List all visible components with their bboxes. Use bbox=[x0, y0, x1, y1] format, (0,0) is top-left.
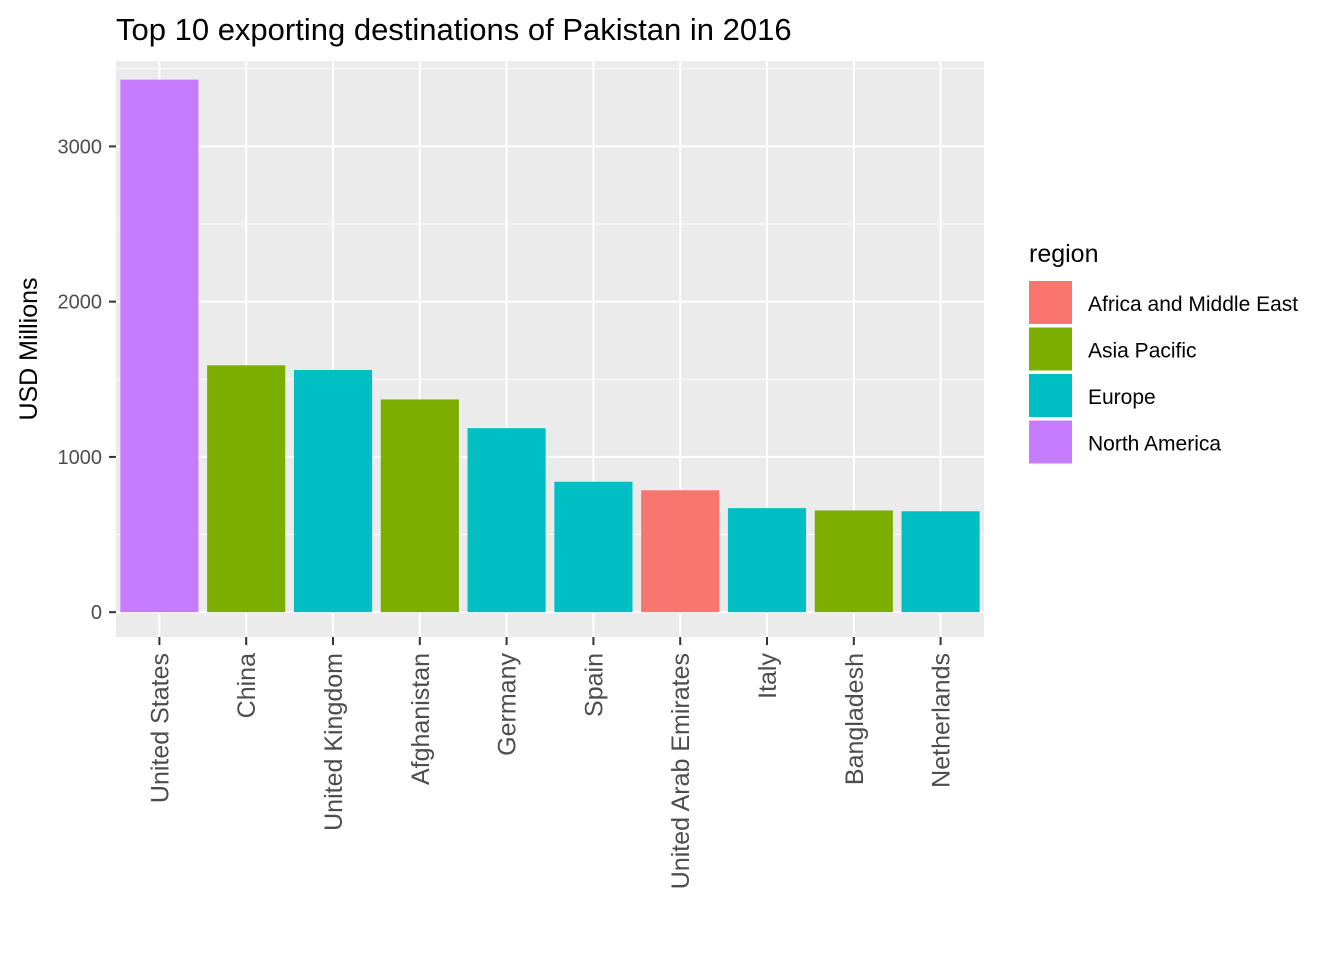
x-tick-label: Netherlands bbox=[928, 653, 956, 788]
bar bbox=[293, 369, 373, 613]
legend: region Africa and Middle East Asia Pacifi… bbox=[1029, 240, 1298, 464]
y-tick-label: 1000 bbox=[58, 447, 103, 469]
bar bbox=[207, 365, 286, 613]
bar bbox=[380, 399, 459, 613]
bar bbox=[727, 508, 807, 613]
y-axis: 0 1000 2000 3000 bbox=[58, 136, 116, 624]
y-tick-label: 3000 bbox=[58, 136, 103, 158]
bar bbox=[901, 511, 980, 613]
legend-swatch bbox=[1029, 327, 1072, 371]
y-axis-label: USD Millions bbox=[15, 277, 43, 420]
x-axis: United States China United Kingdom Afghanis… bbox=[146, 637, 956, 889]
bar bbox=[554, 481, 633, 613]
legend-swatch bbox=[1029, 420, 1072, 464]
x-tick-label: Germany bbox=[494, 653, 522, 756]
legend-label: Africa and Middle East bbox=[1088, 293, 1298, 316]
x-tick-label: United Kingdom bbox=[320, 653, 348, 831]
x-tick-label: United Arab Emirates bbox=[667, 653, 695, 889]
x-tick-label: Bangladesh bbox=[841, 653, 869, 785]
bar bbox=[120, 79, 199, 613]
bars bbox=[120, 79, 980, 613]
x-tick-label: China bbox=[233, 653, 261, 718]
x-tick-label: Afghanistan bbox=[407, 653, 435, 785]
x-tick-label: United States bbox=[146, 653, 174, 803]
x-tick-label: Spain bbox=[580, 653, 608, 717]
y-tick-label: 0 bbox=[91, 602, 102, 624]
bar bbox=[641, 490, 720, 613]
bar bbox=[467, 428, 546, 613]
bar bbox=[814, 510, 893, 613]
legend-swatch bbox=[1029, 374, 1072, 417]
legend-title: region bbox=[1029, 240, 1099, 268]
legend-label: North America bbox=[1088, 433, 1221, 456]
y-tick-label: 2000 bbox=[58, 292, 103, 314]
x-tick-label: Italy bbox=[754, 653, 782, 699]
legend-swatch bbox=[1029, 281, 1072, 324]
chart-title: Top 10 exporting destinations of Pakista… bbox=[116, 12, 792, 47]
legend-label: Asia Pacific bbox=[1088, 340, 1197, 363]
legend-label: Europe bbox=[1088, 386, 1156, 409]
